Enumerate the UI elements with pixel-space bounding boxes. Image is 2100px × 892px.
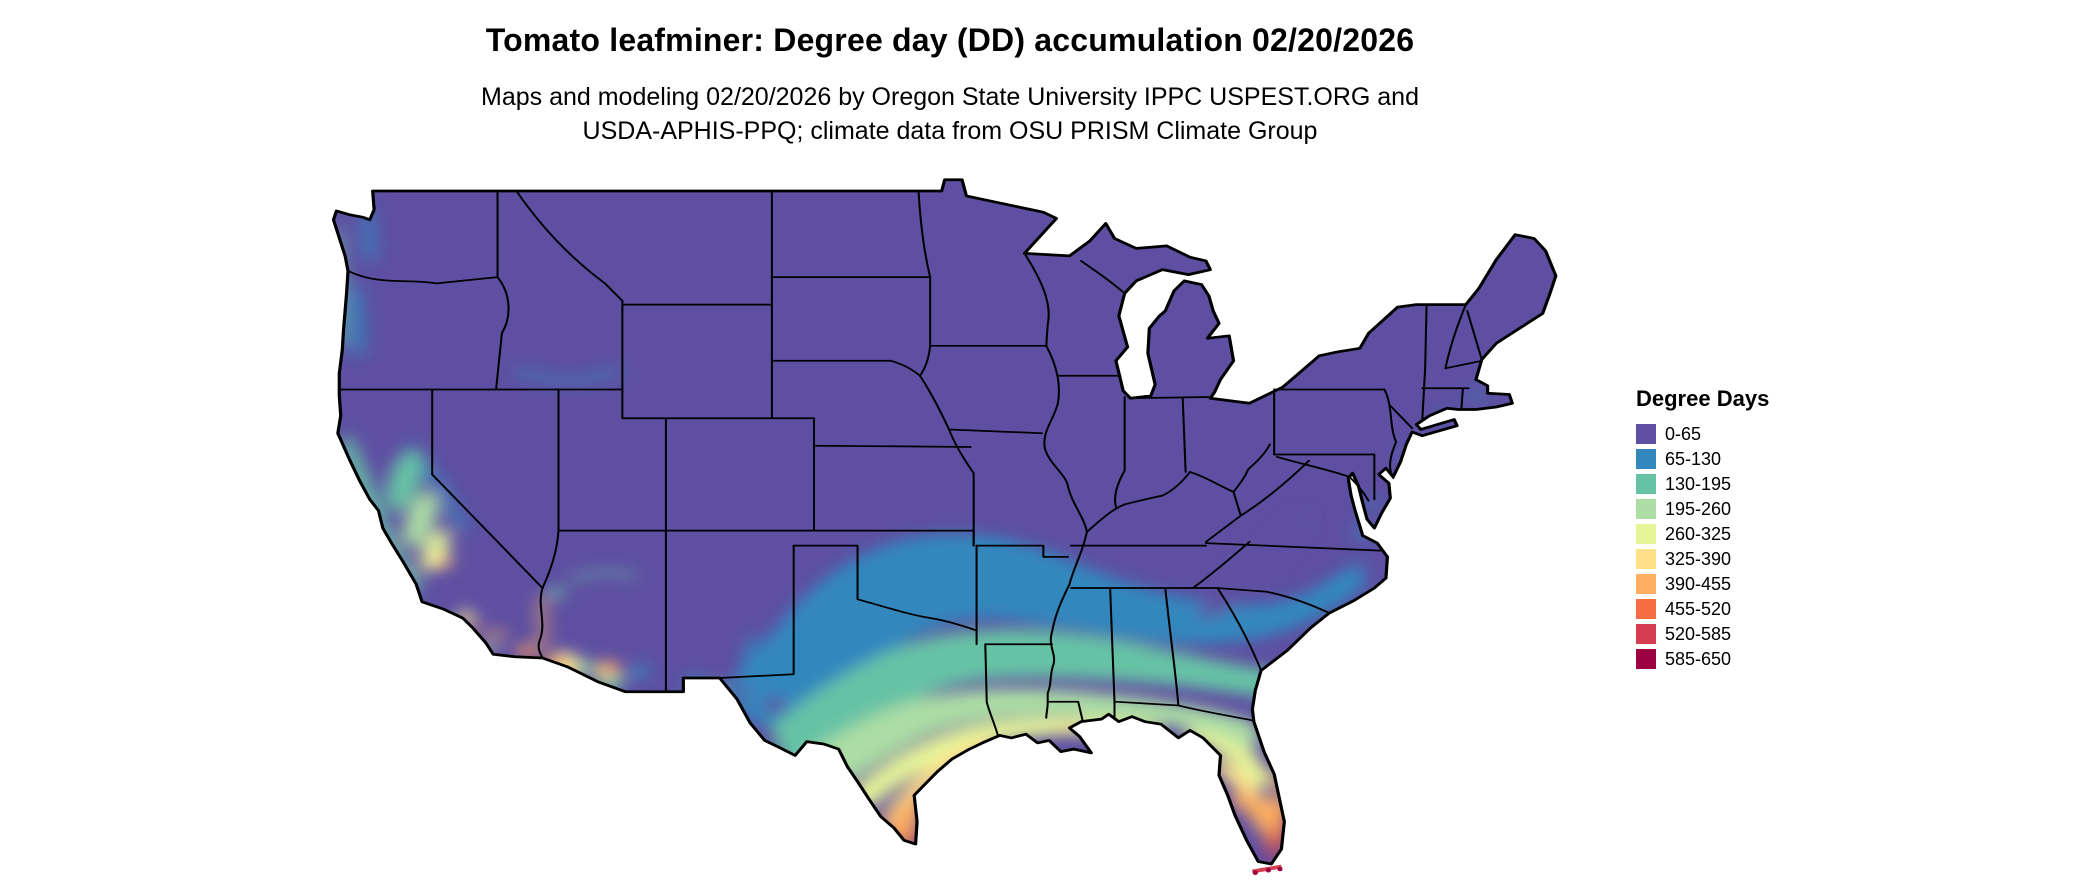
legend-list: 0-65 65-130 130-195 195-260 260-325 325-390 39… — [1636, 424, 1769, 669]
legend-swatch — [1636, 624, 1656, 644]
us-map-svg — [331, 178, 1558, 876]
legend-swatch — [1636, 599, 1656, 619]
legend-label: 455-520 — [1665, 599, 1732, 619]
legend-swatch — [1636, 424, 1656, 444]
legend: Degree Days 0-65 65-130 130-195 195-260 260-… — [1636, 386, 1769, 674]
us-degree-day-map — [303, 166, 1595, 884]
legend-label: 390-455 — [1665, 574, 1732, 594]
page-title: Tomato leafminer: Degree day (DD) accumu… — [485, 22, 1415, 58]
legend-item: 520-585 — [1636, 624, 1769, 644]
legend-label: 65-130 — [1665, 449, 1722, 469]
florida-keys — [1251, 864, 1283, 876]
legend-label: 260-325 — [1665, 524, 1732, 544]
legend-label: 585-650 — [1665, 649, 1732, 669]
legend-label: 0-65 — [1665, 424, 1702, 444]
legend-swatch — [1636, 449, 1656, 469]
legend-swatch — [1636, 524, 1656, 544]
legend-swatch — [1636, 649, 1656, 669]
legend-label: 195-260 — [1665, 499, 1732, 519]
legend-swatch — [1636, 549, 1656, 569]
subtitle-line-1: Maps and modeling 02/20/2026 by Oregon S… — [481, 83, 1419, 111]
legend-label: 325-390 — [1665, 549, 1732, 569]
legend-label: 130-195 — [1665, 474, 1732, 494]
legend-swatch — [1636, 574, 1656, 594]
legend-item: 195-260 — [1636, 499, 1769, 519]
legend-title: Degree Days — [1636, 386, 1770, 411]
legend-item: 260-325 — [1636, 524, 1769, 544]
legend-item: 65-130 — [1636, 449, 1769, 469]
legend-item: 0-65 — [1636, 424, 1769, 444]
legend-item: 390-455 — [1636, 574, 1769, 594]
legend-item: 325-390 — [1636, 549, 1769, 569]
legend-swatch — [1636, 499, 1656, 519]
legend-label: 520-585 — [1665, 624, 1732, 644]
us-outline — [331, 178, 1558, 866]
legend-item: 455-520 — [1636, 599, 1769, 619]
legend-swatch — [1636, 474, 1656, 494]
subtitle-line-2: USDA-APHIS-PPQ; climate data from OSU PR… — [582, 117, 1318, 145]
legend-item: 585-650 — [1636, 649, 1769, 669]
legend-item: 130-195 — [1636, 474, 1769, 494]
state-borders — [338, 190, 1483, 738]
subtitle: Maps and modeling 02/20/2026 by Oregon S… — [0, 80, 1900, 148]
